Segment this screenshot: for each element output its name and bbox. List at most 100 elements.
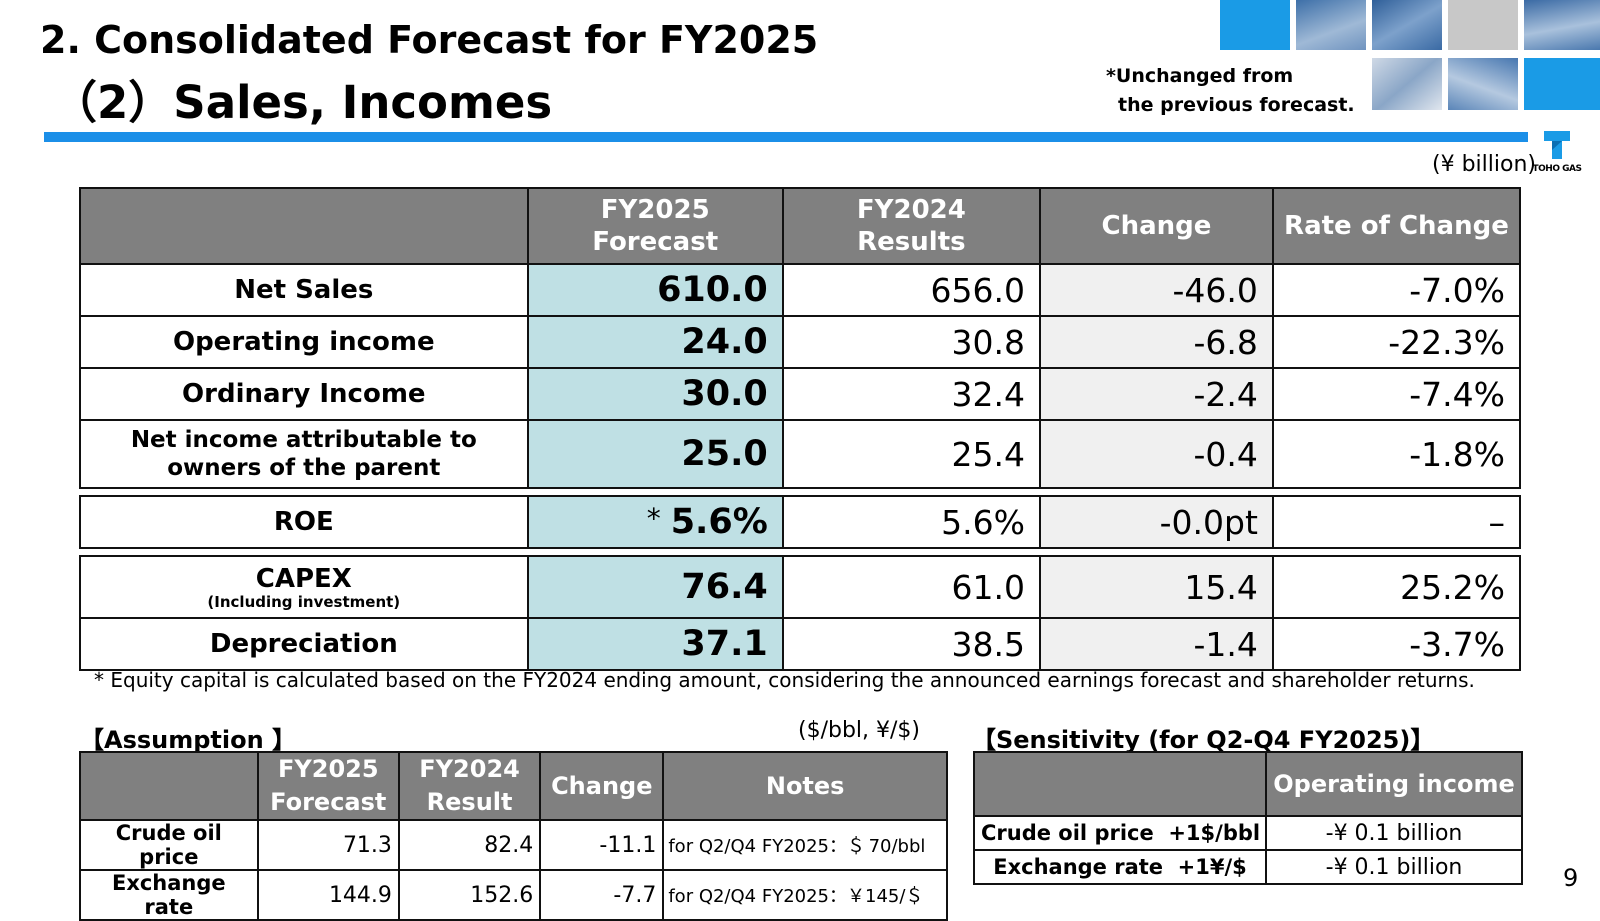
- header-change: Change: [1038, 187, 1274, 265]
- unchanged-note-line1: *Unchanged from: [1106, 65, 1294, 87]
- table-row-crude-oil-sensitivity: Crude oil price +1$/bbl -¥ 0.1 billion: [973, 815, 1523, 851]
- unchanged-mark: *: [646, 502, 661, 535]
- header-fy2024-results: FY2024 Results: [781, 187, 1041, 265]
- rate-value: -1.8%: [1271, 419, 1522, 489]
- sky-tile: [1448, 0, 1518, 50]
- row-label: Net income attributable to owners of the …: [79, 419, 529, 489]
- row-label: Operating income: [79, 315, 529, 369]
- sky-tile: [1524, 58, 1600, 110]
- rate-value: -7.0%: [1271, 263, 1522, 317]
- notes-value: for Q2/Q4 FY2025：￥145/＄: [662, 869, 948, 921]
- rate-value: -7.4%: [1271, 367, 1522, 421]
- rate-value: -3.7%: [1271, 617, 1522, 671]
- sky-tile: [1296, 0, 1366, 50]
- change-value: 15.4: [1038, 555, 1274, 619]
- slide-subtitle: （2）Sales, Incomes: [52, 76, 553, 129]
- change-value: -11.1: [539, 819, 665, 871]
- header-blank: [973, 751, 1267, 817]
- header-blank: [79, 187, 529, 265]
- row-label: Net Sales: [79, 263, 529, 317]
- sensitivity-value: -¥ 0.1 billion: [1265, 815, 1523, 851]
- page-number: 9: [1563, 864, 1579, 892]
- sensitivity-table: Operating income Crude oil price +1$/bbl…: [973, 751, 1523, 885]
- row-label: Depreciation: [79, 617, 529, 671]
- rate-value: 25.2%: [1271, 555, 1522, 619]
- sensitivity-value: -¥ 0.1 billion: [1265, 849, 1523, 885]
- logo-text: TOHO GAS: [1532, 164, 1582, 174]
- table-row-exchange-rate: Exchange rate 144.9 152.6 -7.7 for Q2/Q4…: [79, 869, 948, 921]
- results-value: 25.4: [781, 419, 1041, 489]
- unchanged-note-line2: the previous forecast.: [1118, 94, 1355, 116]
- table-spacer: [80, 488, 1520, 496]
- forecast-value: 76.4: [526, 555, 784, 619]
- forecast-value: * 5.6%: [526, 495, 784, 549]
- row-label: Crude oil price +1$/bbl: [973, 815, 1267, 851]
- sensitivity-title: 【Sensitivity (for Q2-Q4 FY2025)】: [972, 726, 1435, 754]
- header-operating-income: Operating income: [1265, 751, 1523, 817]
- header-fy2024-result: FY2024 Result: [397, 751, 542, 821]
- forecast-value: 610.0: [526, 263, 784, 317]
- row-sublabel: (Including investment): [207, 593, 401, 611]
- header-notes: Notes: [662, 751, 948, 821]
- unchanged-note: *Unchanged from the previous forecast.: [1106, 62, 1355, 120]
- header-rate-of-change: Rate of Change: [1271, 187, 1522, 265]
- results-value: 656.0: [781, 263, 1041, 317]
- change-value: -1.4: [1038, 617, 1274, 671]
- row-label: Exchange rate +1¥/$: [973, 849, 1267, 885]
- change-value: -0.4: [1038, 419, 1274, 489]
- sky-tile: [1448, 58, 1518, 110]
- sky-tile: [1220, 0, 1290, 50]
- table-row-ordinary-income: Ordinary Income 30.0 32.4 -2.4 -7.4%: [79, 367, 1522, 421]
- results-value: 38.5: [781, 617, 1041, 671]
- header-fy2025-forecast: FY2025 Forecast: [256, 751, 400, 821]
- results-value: 32.4: [781, 367, 1041, 421]
- change-value: -2.4: [1038, 367, 1274, 421]
- change-value: -6.8: [1038, 315, 1274, 369]
- results-value: 61.0: [781, 555, 1041, 619]
- company-logo: TOHO GAS: [1532, 128, 1582, 178]
- results-value: 30.8: [781, 315, 1041, 369]
- slide-title: 2. Consolidated Forecast for FY2025: [40, 18, 819, 62]
- forecast-value: 144.9: [256, 869, 400, 921]
- header-fy2025-forecast: FY2025 Forecast: [526, 187, 784, 265]
- row-label: Ordinary Income: [79, 367, 529, 421]
- table-header-row: FY2025 Forecast FY2024 Result Change Notes: [79, 751, 948, 821]
- row-label: Exchange rate: [79, 869, 259, 921]
- row-label: CAPEX (Including investment): [79, 555, 529, 619]
- sky-tile: [1524, 0, 1600, 50]
- change-value: -0.0pt: [1038, 495, 1274, 549]
- table-row-net-income: Net income attributable to owners of the …: [79, 419, 1522, 489]
- forecast-table: FY2025 Forecast FY2024 Results Change Rate…: [79, 187, 1522, 671]
- header-change: Change: [539, 751, 665, 821]
- table-row-crude-oil: Crude oil price 71.3 82.4 -11.1 for Q2/Q…: [79, 819, 948, 871]
- table-row-capex: CAPEX (Including investment) 76.4 61.0 15…: [79, 555, 1522, 619]
- assumption-unit: ($/bbl, ¥/$): [798, 718, 921, 743]
- table-row-net-sales: Net Sales 610.0 656.0 -46.0 -7.0%: [79, 263, 1522, 317]
- forecast-value: 30.0: [526, 367, 784, 421]
- footnote: * Equity capital is calculated based on …: [94, 668, 1475, 692]
- results-value: 5.6%: [781, 495, 1041, 549]
- notes-value: for Q2/Q4 FY2025：＄ 70/bbl: [662, 819, 948, 871]
- table-row-depreciation: Depreciation 37.1 38.5 -1.4 -3.7%: [79, 617, 1522, 671]
- forecast-value: 37.1: [526, 617, 784, 671]
- rate-value: -22.3%: [1271, 315, 1522, 369]
- unit-label: (¥ billion): [1432, 152, 1536, 177]
- table-header-row: FY2025 Forecast FY2024 Results Change Rate…: [79, 187, 1522, 265]
- toho-gas-logo-icon: [1544, 131, 1570, 159]
- result-value: 82.4: [397, 819, 542, 871]
- header-rule: [44, 132, 1528, 142]
- forecast-value: 25.0: [526, 419, 784, 489]
- assumption-table: FY2025 Forecast FY2024 Result Change Notes…: [79, 751, 948, 921]
- header-blank: [79, 751, 259, 821]
- forecast-value: 71.3: [256, 819, 400, 871]
- sky-tile: [1372, 0, 1442, 50]
- sky-tile: [1372, 58, 1442, 110]
- assumption-title: 【Assumption 】: [80, 726, 297, 754]
- table-header-row: Operating income: [973, 751, 1523, 817]
- table-spacer: [80, 548, 1520, 556]
- rate-value: –: [1271, 495, 1522, 549]
- table-row-operating-income: Operating income 24.0 30.8 -6.8 -22.3%: [79, 315, 1522, 369]
- change-value: -7.7: [539, 869, 665, 921]
- change-value: -46.0: [1038, 263, 1274, 317]
- result-value: 152.6: [397, 869, 542, 921]
